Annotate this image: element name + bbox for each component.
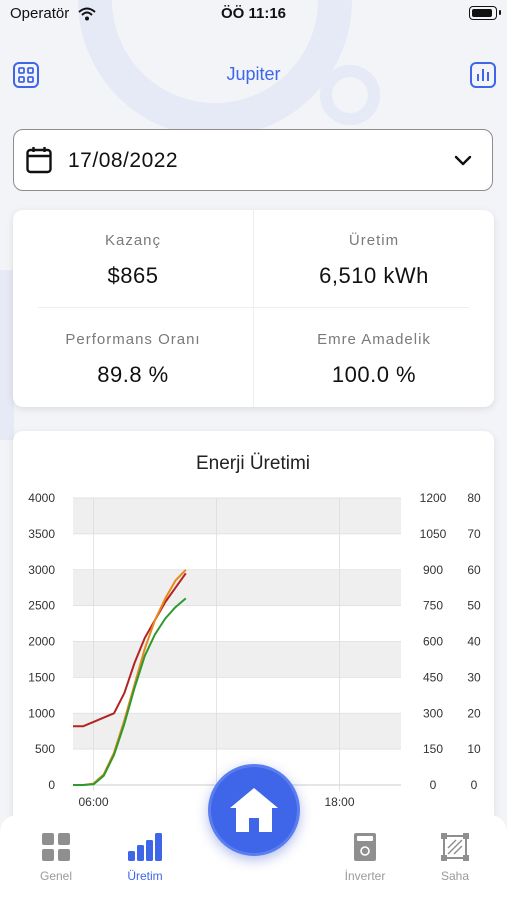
y3-tick-label: 50 <box>467 599 481 613</box>
y2-tick-label: 600 <box>423 635 443 649</box>
y2-tick-label: 150 <box>423 742 443 756</box>
tab-label: İnverter <box>344 869 386 883</box>
y2-tick-label: 450 <box>423 670 443 684</box>
tab-genel[interactable]: Genel <box>21 832 91 883</box>
y3-tick-label: 30 <box>467 670 481 684</box>
carrier-label: Operatör <box>10 5 70 22</box>
site-area-icon <box>441 833 469 861</box>
inverter-icon <box>354 833 376 861</box>
y-tick-label: 2000 <box>28 635 55 649</box>
tab-label: Saha <box>440 869 470 883</box>
bar-chart-icon <box>128 833 162 861</box>
y3-tick-label: 10 <box>467 742 481 756</box>
page-title: Jupiter <box>226 64 281 84</box>
y3-tick-label: 40 <box>467 635 481 649</box>
stat-label: Performans Oranı <box>65 331 201 348</box>
dashboard-grid-icon <box>42 833 70 861</box>
bar-chart-icon[interactable] <box>470 62 496 88</box>
y-tick-label: 1000 <box>28 706 55 720</box>
y3-tick-label: 70 <box>467 527 481 541</box>
stat-performance: Performans Oranı 89.8 % <box>13 331 253 388</box>
battery-icon <box>469 6 497 20</box>
chart-title: Enerji Üretimi <box>195 453 311 474</box>
y2-tick-label: 1050 <box>420 527 447 541</box>
series-line-red <box>73 572 187 728</box>
calendar-icon <box>26 147 52 174</box>
y2-tick-label: 1200 <box>420 491 447 505</box>
y-tick-label: 4000 <box>28 491 55 505</box>
y2-tick-label: 0 <box>430 778 437 792</box>
chevron-down-icon[interactable] <box>454 155 472 167</box>
chart-band <box>73 641 401 678</box>
x-tick-label: 18:00 <box>324 795 354 809</box>
chart-band <box>73 713 401 750</box>
status-bar: Operatör ÖÖ 11:16 <box>0 0 507 28</box>
stat-value: 100.0 % <box>331 362 417 387</box>
summary-card: Kazanç $865 Üretim 6,510 kWh Performans … <box>13 210 494 407</box>
tab-bar: Genel Üretim İnverter Saha <box>0 814 507 900</box>
stat-value: 6,510 kWh <box>319 263 429 288</box>
tab-label: Genel <box>39 869 73 883</box>
series-line-green <box>73 597 187 786</box>
y-tick-label: 0 <box>48 778 55 792</box>
stat-earnings: Kazanç $865 <box>13 232 253 289</box>
stat-value: $865 <box>107 263 159 288</box>
home-icon <box>230 788 278 832</box>
x-tick-label: 06:00 <box>78 795 108 809</box>
stat-availability: Emre Amadelik 100.0 % <box>254 331 494 388</box>
tab-uretim[interactable]: Üretim <box>110 832 180 883</box>
energy-chart: 0500100015002000250030003500400001503004… <box>28 491 481 809</box>
stat-label: Emre Amadelik <box>317 331 431 348</box>
y-tick-label: 3000 <box>28 563 55 577</box>
y3-tick-label: 60 <box>467 563 481 577</box>
selected-date: 17/08/2022 <box>68 149 179 172</box>
home-button[interactable] <box>208 764 300 856</box>
chart-band <box>73 498 401 534</box>
chart-band <box>73 569 401 606</box>
y2-tick-label: 900 <box>423 563 443 577</box>
app-header: Jupiter <box>0 56 507 92</box>
stat-label: Üretim <box>348 232 400 249</box>
y-tick-label: 1500 <box>28 670 55 684</box>
y-tick-label: 2500 <box>28 599 55 613</box>
y2-tick-label: 750 <box>423 599 443 613</box>
y3-tick-label: 80 <box>467 491 481 505</box>
grid-icon[interactable] <box>13 62 39 88</box>
y2-tick-label: 300 <box>423 706 443 720</box>
stat-value: 89.8 % <box>97 362 169 387</box>
y3-tick-label: 20 <box>467 706 481 720</box>
date-picker[interactable]: 17/08/2022 <box>13 129 493 191</box>
y3-tick-label: 0 <box>471 778 478 792</box>
y-tick-label: 500 <box>35 742 55 756</box>
tab-label: Üretim <box>127 869 163 883</box>
tab-saha[interactable]: Saha <box>420 832 490 883</box>
stat-production: Üretim 6,510 kWh <box>254 232 494 289</box>
tab-inverter[interactable]: İnverter <box>330 832 400 883</box>
wifi-icon <box>78 7 96 21</box>
stat-label: Kazanç <box>104 232 162 249</box>
y-tick-label: 3500 <box>28 527 55 541</box>
clock: ÖÖ 11:16 <box>220 5 287 22</box>
